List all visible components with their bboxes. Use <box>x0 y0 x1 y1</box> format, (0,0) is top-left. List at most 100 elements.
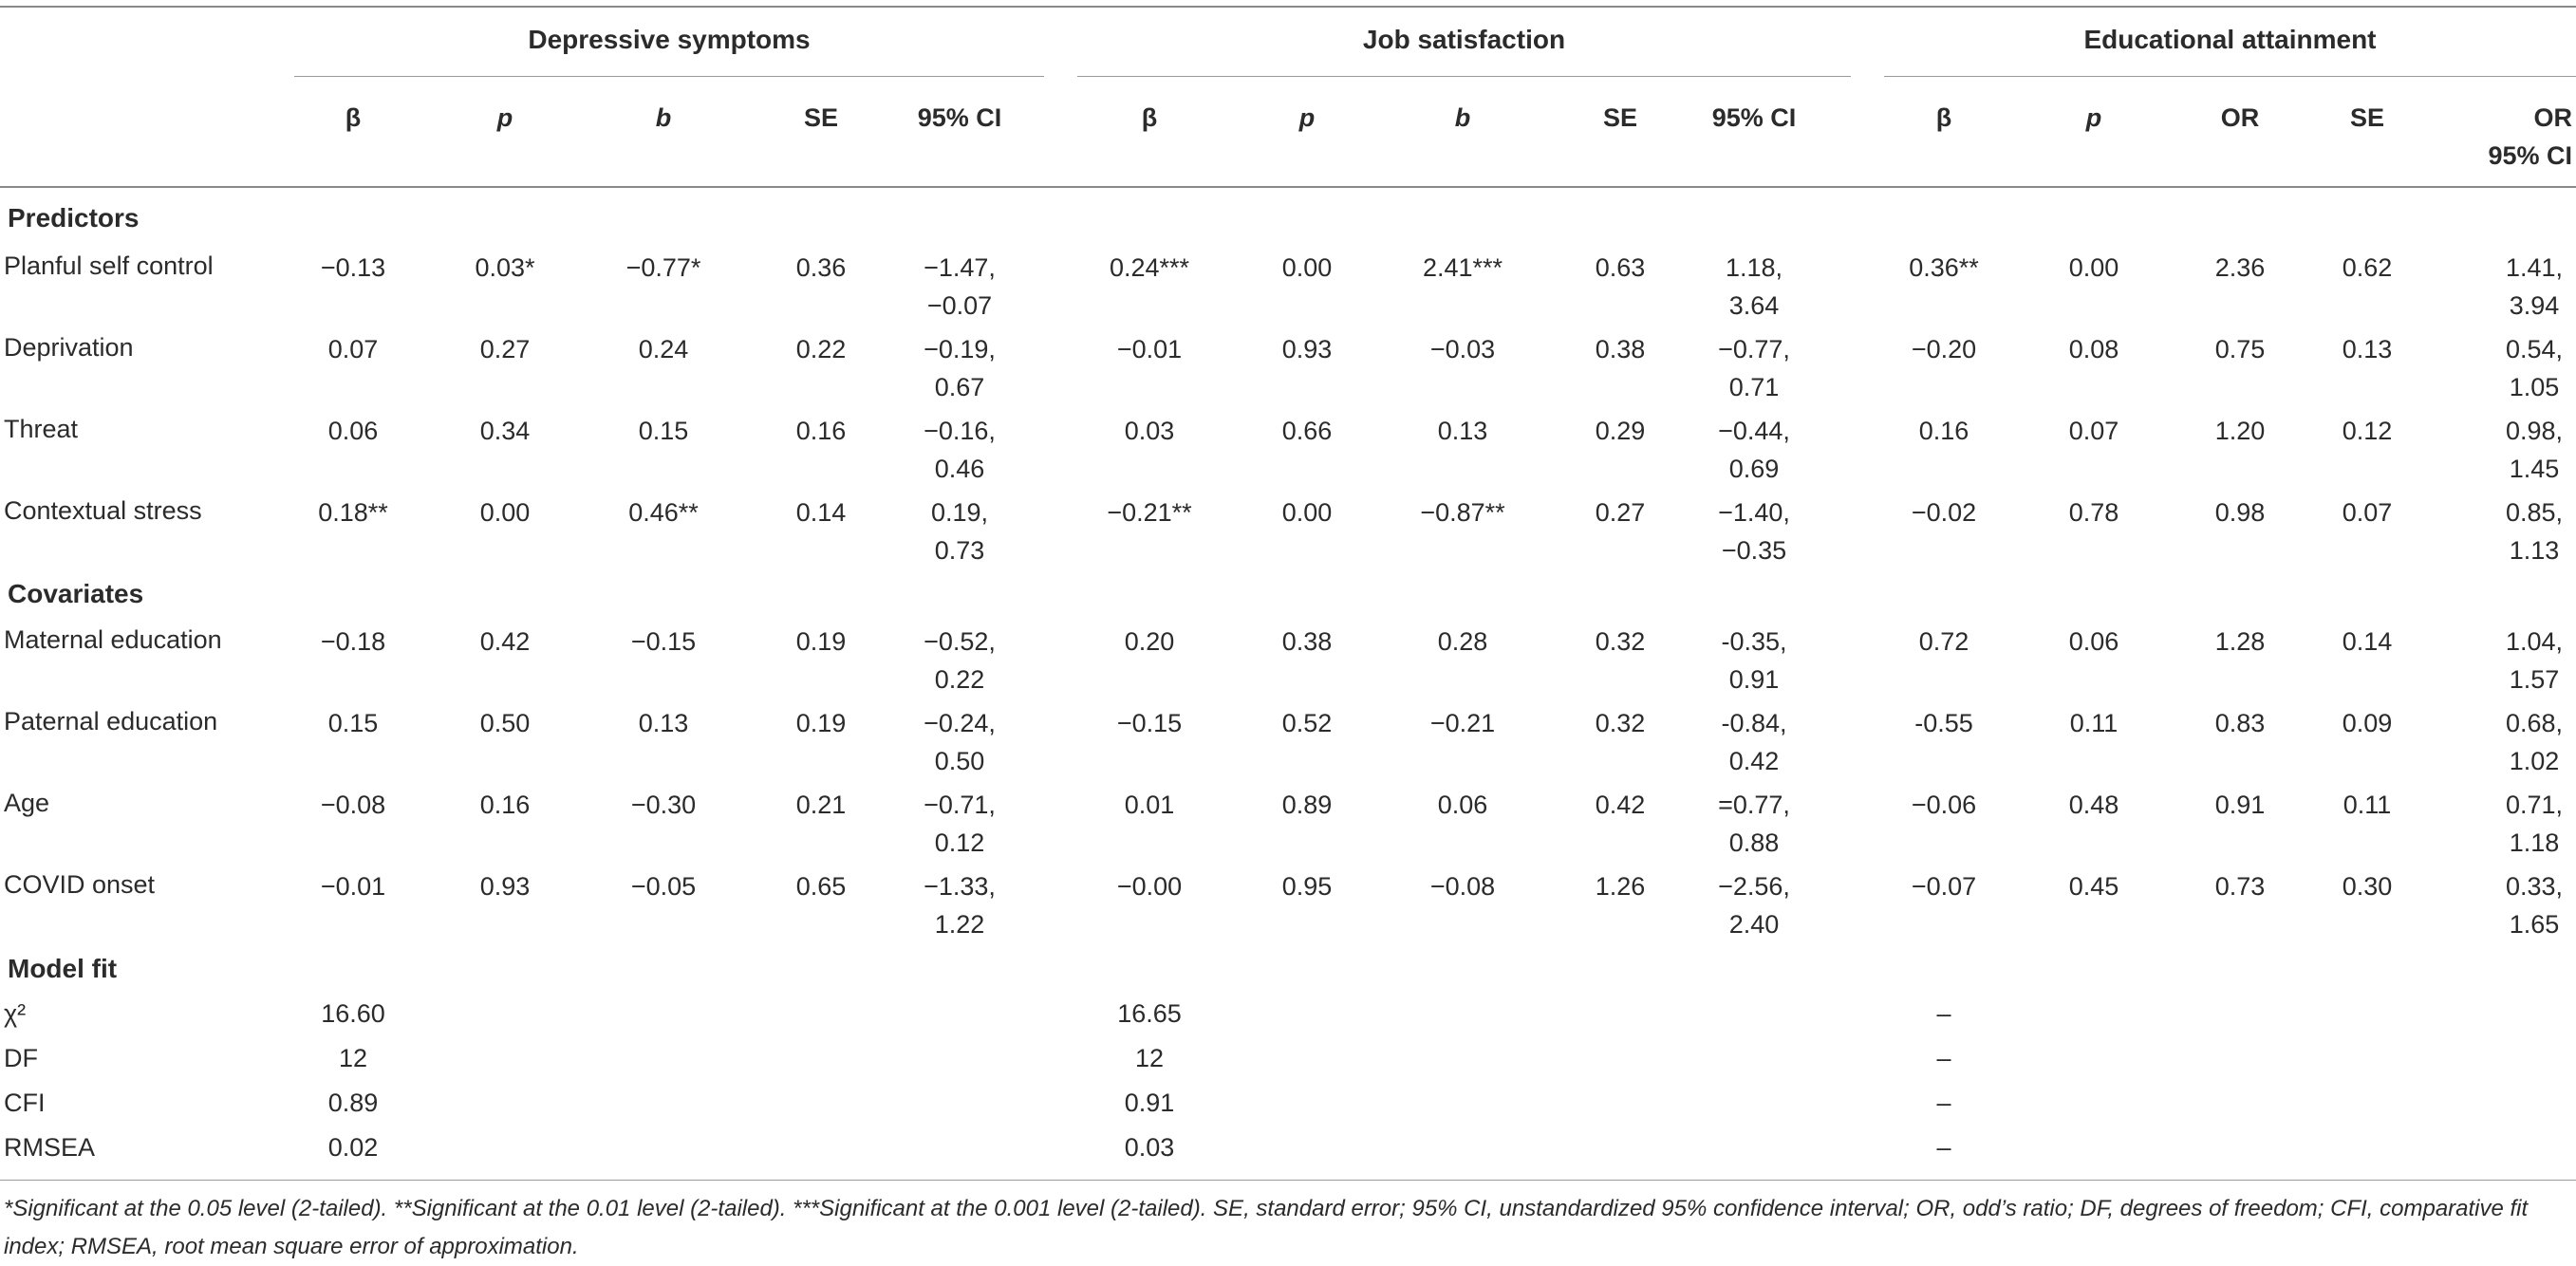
row-label: Paternal education <box>4 707 218 735</box>
table-cell: 0.32 <box>1595 627 1646 656</box>
table-cell: 0.33, 1.65 <box>2505 872 2564 939</box>
table-cell: 0.50 <box>479 709 531 737</box>
row-label: Contextual stress <box>4 496 202 525</box>
table-cell: 0.11 <box>2069 709 2119 737</box>
table-cell: 0.32 <box>1595 709 1646 737</box>
table-cell: −0.03 <box>1429 335 1496 363</box>
table-cell: 0.42 <box>479 627 531 656</box>
table-cell: −0.07 <box>1911 872 1977 901</box>
table-cell: −0.21** <box>1107 498 1192 527</box>
row-label: COVID onset <box>4 870 156 899</box>
table-cell: −1.40, −0.35 <box>1718 498 1790 565</box>
fit-row-label: CFI <box>4 1089 46 1117</box>
table-cell: 0.28 <box>1437 627 1488 656</box>
table-cell: −0.16, 0.46 <box>924 417 996 483</box>
table-cell: 0.36 <box>795 253 847 282</box>
table-cell: 0.45 <box>2068 872 2119 901</box>
table-cell: −0.01 <box>320 872 386 901</box>
table-cell: 0.03 <box>1124 417 1175 445</box>
table-cell: 0.19 <box>795 709 847 737</box>
table-cell: −0.19, 0.67 <box>924 335 996 401</box>
table-cell: −0.02 <box>1911 498 1977 527</box>
column-header: 95% CI <box>1711 103 1797 132</box>
fit-value: – <box>1936 999 1951 1028</box>
row-label: Planful self control <box>4 251 214 280</box>
table-cell: −0.00 <box>1116 872 1183 901</box>
table-cell: 0.24 <box>638 335 689 363</box>
table-cell: 0.00 <box>1281 498 1333 527</box>
table-cell: 0.78 <box>2068 498 2119 527</box>
row-label: Age <box>4 789 50 817</box>
fit-value: 0.89 <box>327 1089 379 1117</box>
table-cell: 0.46** <box>628 498 699 527</box>
table-cell: −0.15 <box>1116 709 1183 737</box>
group-header-job: Job satisfaction <box>1362 25 1566 54</box>
table-cell: 0.20 <box>1124 627 1175 656</box>
table-cell: 0.00 <box>479 498 531 527</box>
table-cell: 0.13 <box>2342 335 2393 363</box>
header-bottom-rule <box>0 186 2576 188</box>
table-cell: 0.85, 1.13 <box>2505 498 2564 565</box>
fit-value: 12 <box>338 1044 368 1072</box>
group-underline-job <box>1077 76 1851 77</box>
table-cell: 0.07 <box>327 335 379 363</box>
table-cell: 0.01 <box>1124 791 1175 819</box>
table-cell: 1.18, 3.64 <box>1725 253 1783 320</box>
table-cell: 0.54, 1.05 <box>2505 335 2564 401</box>
table-cell: 0.71, 1.18 <box>2505 791 2564 857</box>
section-covariates: Covariates <box>8 579 144 608</box>
table-cell: −0.24, 0.50 <box>924 709 996 775</box>
table-cell: -0.84, 0.42 <box>1721 709 1787 775</box>
table-cell: −0.20 <box>1911 335 1977 363</box>
table-cell: 0.36** <box>1909 253 1979 282</box>
table-cell: 0.24*** <box>1109 253 1190 282</box>
table-cell: 0.73 <box>2214 872 2266 901</box>
table-cell: 0.16 <box>1918 417 1969 445</box>
table-cell: -0.55 <box>1914 709 1973 737</box>
table-cell: 0.11 <box>2343 791 2392 819</box>
table-cell: 0.62 <box>2342 253 2393 282</box>
column-header: p <box>1298 103 1316 132</box>
table-cell: 0.18** <box>318 498 388 527</box>
table-cell: 0.07 <box>2342 498 2393 527</box>
group-underline-education <box>1884 76 2576 77</box>
table-cell: 0.16 <box>479 791 531 819</box>
column-header: SE <box>1602 103 1638 132</box>
table-cell: 0.83 <box>2214 709 2266 737</box>
table-cell: −0.44, 0.69 <box>1718 417 1790 483</box>
group-header-depressive: Depressive symptoms <box>528 25 811 54</box>
column-header: OR 95% CI <box>2488 103 2572 170</box>
column-header: b <box>1454 103 1471 132</box>
column-header: β <box>1935 103 1952 132</box>
table-cell: −0.77, 0.71 <box>1718 335 1790 401</box>
table-cell: 0.22 <box>795 335 847 363</box>
table-cell: 0.68, 1.02 <box>2505 709 2564 775</box>
table-cell: −0.06 <box>1911 791 1977 819</box>
table-cell: 0.27 <box>479 335 531 363</box>
row-label: Deprivation <box>4 333 134 362</box>
table-cell: 0.48 <box>2068 791 2119 819</box>
table-cell: 0.63 <box>1595 253 1646 282</box>
table-cell: −0.21 <box>1429 709 1496 737</box>
table-cell: −0.05 <box>630 872 697 901</box>
fit-value: 0.03 <box>1124 1133 1175 1162</box>
table-cell: 0.14 <box>2342 627 2393 656</box>
section-model-fit: Model fit <box>8 954 118 983</box>
table-cell: 0.38 <box>1595 335 1646 363</box>
table-cell: −0.13 <box>320 253 386 282</box>
table-cell: 0.89 <box>1281 791 1333 819</box>
table-cell: 0.14 <box>795 498 847 527</box>
table-cell: 0.13 <box>638 709 689 737</box>
table-cell: −1.47, −0.07 <box>924 253 996 320</box>
table-cell: 0.03* <box>475 253 535 282</box>
section-predictors: Predictors <box>8 203 140 233</box>
group-header-education: Educational attainment <box>2083 25 2377 54</box>
table-cell: 0.98 <box>2214 498 2266 527</box>
fit-value: 16.65 <box>1117 999 1182 1028</box>
fit-row-label: χ² <box>4 999 27 1028</box>
row-label: Threat <box>4 415 79 443</box>
table-cell: −0.71, 0.12 <box>924 791 996 857</box>
table-cell: 2.36 <box>2214 253 2266 282</box>
table-cell: 0.19 <box>795 627 847 656</box>
table-cell: 0.15 <box>327 709 379 737</box>
